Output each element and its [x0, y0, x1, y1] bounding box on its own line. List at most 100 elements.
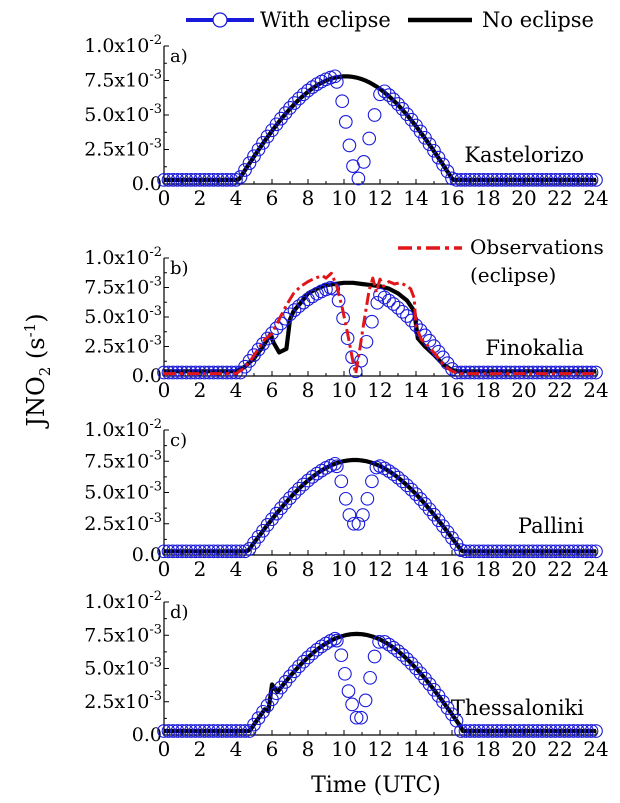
with-eclipse-marker	[526, 724, 540, 738]
x-tick-label: 14	[403, 378, 428, 402]
with-eclipse-marker	[363, 670, 377, 685]
with-eclipse-marker	[571, 544, 585, 559]
with-eclipse-marker	[372, 635, 386, 649]
with-eclipse-marker	[170, 544, 185, 559]
with-eclipse-marker	[494, 173, 509, 187]
with-eclipse-marker	[367, 649, 382, 664]
with-eclipse-marker	[283, 101, 297, 115]
with-eclipse-marker	[566, 724, 581, 738]
x-tick-label: 4	[230, 737, 243, 761]
x-tick-label: 20	[511, 378, 536, 402]
with-eclipse-marker	[557, 544, 572, 559]
with-eclipse-marker	[521, 173, 536, 187]
with-eclipse-marker	[382, 464, 396, 478]
with-eclipse-marker	[400, 652, 414, 666]
with-eclipse-marker	[238, 724, 252, 738]
no-eclipse-line	[163, 457, 597, 554]
with-eclipse-marker	[161, 724, 176, 738]
with-eclipse-marker	[575, 173, 590, 187]
with-eclipse-marker	[512, 544, 527, 559]
with-eclipse-marker	[242, 156, 257, 170]
with-eclipse-marker	[575, 544, 590, 559]
with-eclipse-marker	[391, 97, 405, 111]
with-eclipse-marker	[562, 544, 576, 559]
with-eclipse-marker	[377, 84, 392, 99]
with-eclipse-marker	[184, 724, 198, 738]
panel-label: a)	[170, 46, 188, 67]
x-tick-label: 16	[439, 378, 464, 402]
legend-observations: Observations (eclipse)	[398, 235, 604, 287]
with-eclipse-marker	[220, 173, 234, 187]
with-eclipse-marker	[386, 640, 401, 655]
with-eclipse-marker	[296, 654, 311, 669]
with-eclipse-marker	[589, 724, 603, 738]
with-eclipse-marker	[463, 173, 477, 187]
y-tick-label: 0.0	[132, 173, 162, 195]
with-eclipse-marker	[229, 173, 243, 187]
no-eclipse-line	[163, 74, 597, 182]
with-eclipse-marker	[580, 173, 594, 187]
with-eclipse-marker	[351, 171, 366, 186]
station-label: Thessaloniki	[451, 696, 584, 720]
with-eclipse-marker	[400, 309, 414, 323]
x-axis-label: Time (UTC)	[311, 773, 441, 798]
y-tick-label: 2.5x10-3	[84, 334, 162, 358]
with-eclipse-marker	[386, 297, 401, 311]
panel-label: c)	[170, 430, 187, 451]
with-eclipse-marker	[566, 173, 581, 187]
with-eclipse-marker	[365, 314, 379, 329]
with-eclipse-marker	[354, 353, 368, 368]
with-eclipse-marker	[575, 724, 590, 738]
with-eclipse-marker	[589, 544, 603, 559]
with-eclipse-marker	[476, 173, 491, 187]
with-eclipse-marker	[215, 724, 230, 738]
with-eclipse-marker	[386, 467, 401, 482]
with-eclipse-marker	[179, 724, 194, 738]
panel-label: d)	[170, 602, 189, 623]
with-eclipse-marker	[472, 724, 486, 738]
with-eclipse-marker	[278, 496, 293, 510]
legend-no-eclipse-label: No eclipse	[482, 8, 594, 32]
with-eclipse-marker	[202, 173, 216, 187]
with-eclipse-marker	[206, 724, 221, 738]
with-eclipse-marker	[391, 300, 405, 315]
with-eclipse-marker	[188, 544, 203, 559]
with-eclipse-marker	[224, 544, 239, 559]
observations-line	[164, 271, 596, 376]
with-eclipse-marker	[197, 724, 212, 738]
with-eclipse-marker	[508, 173, 522, 187]
with-eclipse-marker	[301, 650, 315, 665]
with-eclipse-marker	[161, 173, 176, 187]
x-tick-label: 18	[475, 378, 500, 402]
with-eclipse-marker	[521, 544, 536, 559]
with-eclipse-marker	[481, 173, 495, 187]
with-eclipse-marker	[530, 544, 545, 559]
with-eclipse-marker	[521, 724, 536, 738]
with-eclipse-marker	[206, 544, 221, 559]
with-eclipse-marker	[341, 684, 356, 698]
y-tick-label: 1.0x10-2	[84, 33, 162, 57]
with-eclipse-marker	[229, 544, 243, 559]
x-tick-label: 14	[403, 186, 428, 210]
with-eclipse-marker	[356, 508, 370, 522]
station-label: Pallini	[518, 514, 584, 538]
with-eclipse-marker	[571, 724, 585, 738]
x-tick-label: 12	[367, 378, 392, 402]
with-eclipse-marker	[184, 173, 198, 187]
x-tick-label: 0	[158, 186, 171, 210]
with-eclipse-marker	[463, 544, 477, 559]
x-tick-label: 18	[475, 557, 500, 581]
y-tick-label: 7.5x10-3	[84, 448, 162, 472]
with-eclipse-marker	[370, 295, 385, 310]
with-eclipse-marker	[530, 724, 545, 738]
with-eclipse-marker	[292, 659, 306, 674]
with-eclipse-marker	[328, 69, 342, 84]
with-eclipse-marker	[377, 290, 392, 305]
x-tick-label: 8	[302, 557, 315, 581]
y-tick-label: 2.5x10-3	[84, 511, 162, 535]
with-eclipse-marker	[256, 337, 270, 351]
with-eclipse-marker	[454, 724, 468, 738]
with-eclipse-marker	[345, 697, 359, 712]
with-eclipse-marker	[274, 501, 288, 516]
